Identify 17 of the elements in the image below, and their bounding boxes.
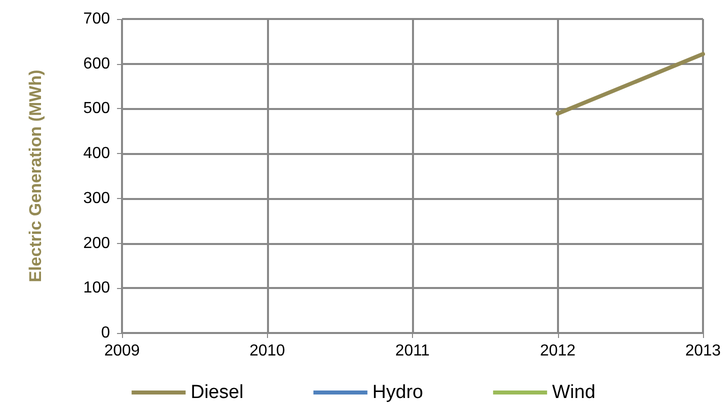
legend-label: Hydro [372,382,424,403]
x-tick-label: 2011 [395,342,430,360]
y-tick-label: 600 [83,55,110,72]
x-tick-label: 2009 [104,342,140,360]
y-tick-label: 0 [101,324,110,342]
legend-label: Diesel [190,382,244,403]
y-tick-label: 700 [83,10,110,28]
y-tick-label: 500 [83,100,110,118]
x-tick-label: 2012 [540,342,576,360]
legend-label: Wind [552,382,596,403]
y-tick-label: 100 [83,280,110,297]
y-tick-label: 300 [83,190,110,207]
y-axis-title: Electric Generation (MWh) [26,70,45,282]
y-tick-label: 200 [83,234,110,252]
x-tick-label: 2010 [249,342,286,360]
x-tick-label: 2013 [685,342,721,360]
y-tick-label: 400 [83,145,110,162]
